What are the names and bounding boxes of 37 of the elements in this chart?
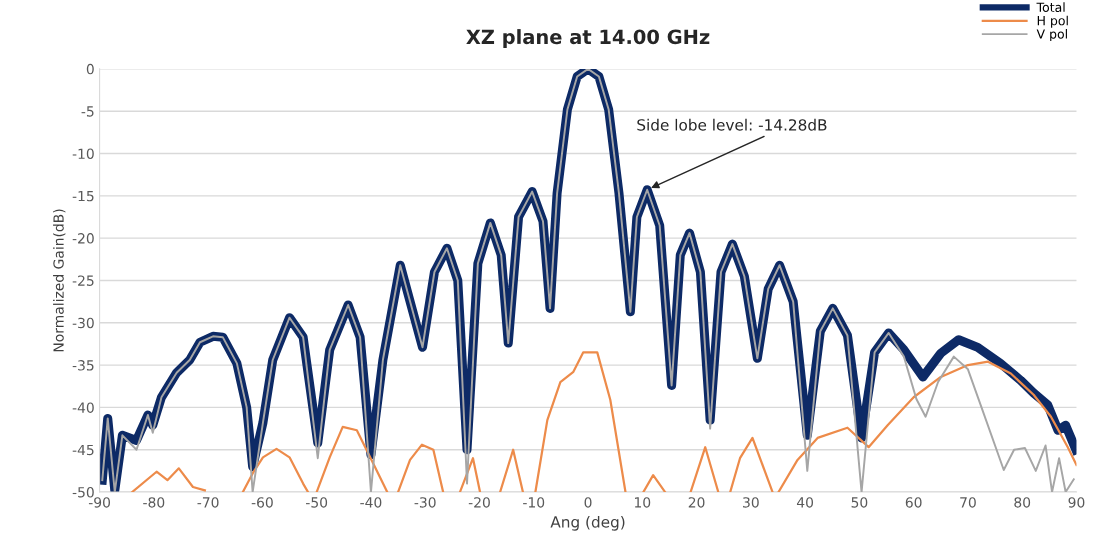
x-tick-label: -20 bbox=[468, 497, 490, 508]
y-tick-label: -15 bbox=[72, 190, 94, 202]
x-tick-label: 90 bbox=[1068, 497, 1085, 508]
x-tick-label: -90 bbox=[88, 497, 111, 508]
y-tick-label: -40 bbox=[72, 402, 94, 413]
x-tick-label: 20 bbox=[688, 497, 705, 508]
x-tick-label: -50 bbox=[306, 497, 328, 508]
x-tick-label: 50 bbox=[851, 497, 868, 508]
legend-label: Total bbox=[1036, 2, 1065, 12]
chart-title: XZ plane at 14.00 GHz bbox=[466, 29, 710, 48]
x-tick-label: 10 bbox=[634, 497, 651, 508]
legend-label: H pol bbox=[1037, 15, 1068, 28]
x-tick-label: 0 bbox=[584, 497, 592, 508]
x-tick-label: -80 bbox=[143, 497, 165, 508]
x-tick-label: 60 bbox=[905, 497, 922, 508]
x-axis-title: Ang (deg) bbox=[550, 515, 625, 531]
y-tick-label: -25 bbox=[72, 275, 94, 286]
x-tick-label: -40 bbox=[360, 497, 382, 508]
y-tick-label: -20 bbox=[72, 233, 94, 244]
y-tick-label: -30 bbox=[72, 317, 94, 329]
y-tick-label: -5 bbox=[81, 106, 94, 117]
x-tick-label: -10 bbox=[523, 497, 545, 508]
annotation: Side lobe level: -14.28dB bbox=[637, 118, 827, 131]
y-tick-label: -50 bbox=[72, 487, 94, 498]
x-tick-label: 30 bbox=[743, 497, 759, 508]
y-tick-label: -35 bbox=[72, 360, 94, 371]
x-tick-label: -60 bbox=[251, 497, 273, 508]
x-tick-label: 80 bbox=[1014, 497, 1031, 508]
x-tick-label: -30 bbox=[414, 497, 436, 508]
x-tick-label: 40 bbox=[796, 497, 814, 508]
y-tick-label: -45 bbox=[72, 444, 94, 456]
legend-label: V pol bbox=[1036, 29, 1067, 42]
x-tick-label: -70 bbox=[197, 497, 219, 508]
x-tick-label: 70 bbox=[960, 497, 976, 508]
y-axis-title: Normalized Gain(dB) bbox=[53, 209, 66, 352]
y-tick-label: 0 bbox=[86, 63, 94, 75]
y-tick-label: -10 bbox=[72, 148, 94, 159]
